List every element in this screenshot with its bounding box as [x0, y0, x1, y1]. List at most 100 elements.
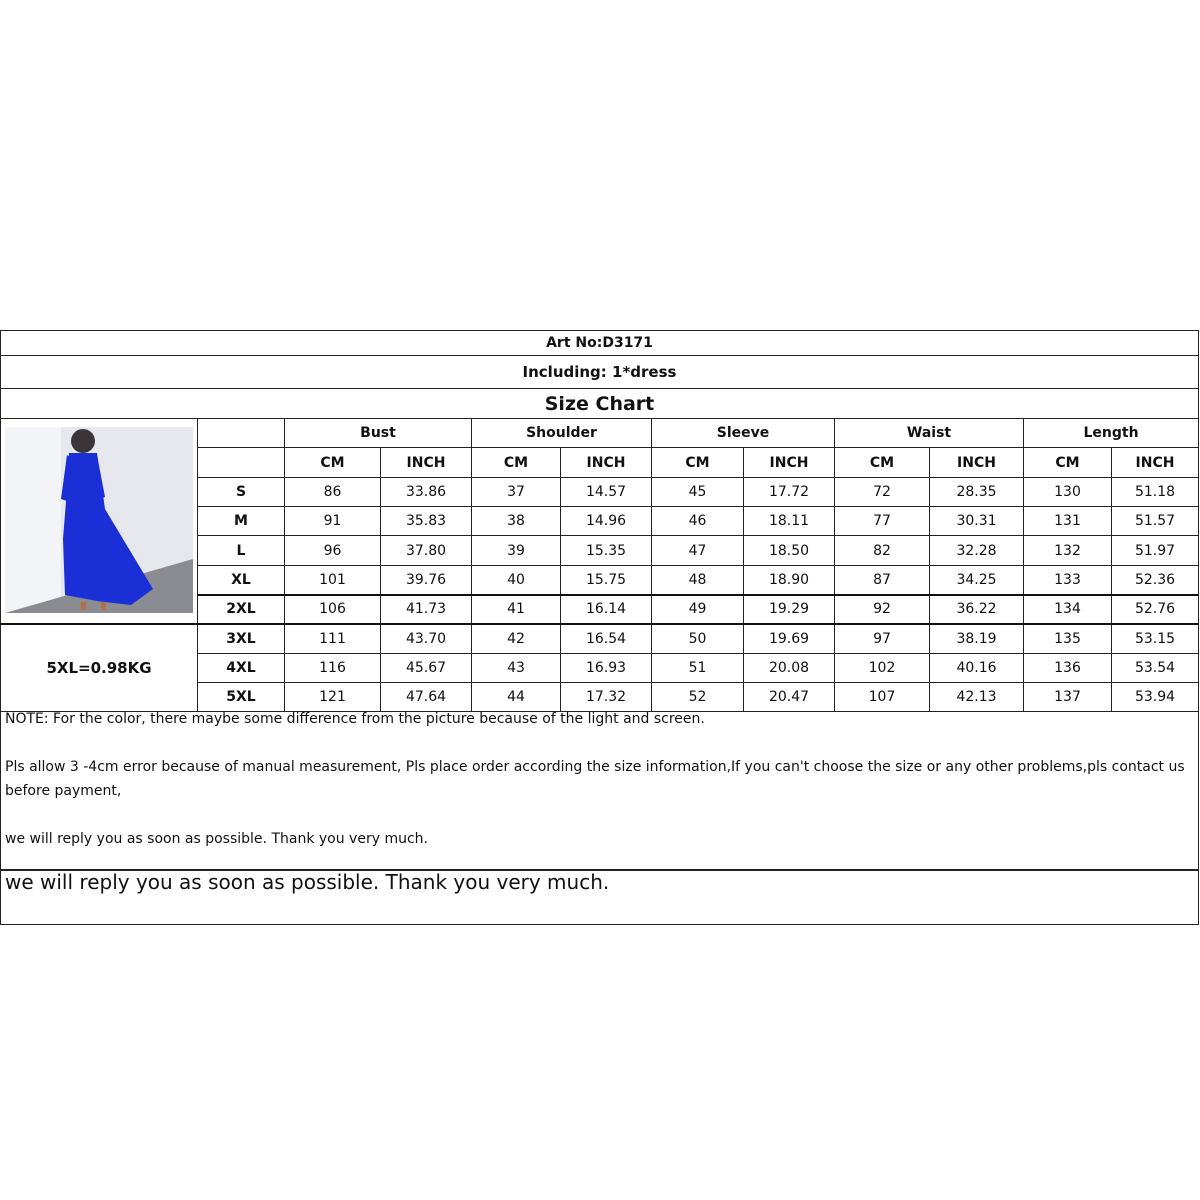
measurement-value: 19.29 — [743, 594, 835, 625]
measurement-header: Shoulder — [471, 417, 652, 449]
measurement-value: 52.36 — [1110, 564, 1200, 596]
table-row: XL 101 39.76 40 15.75 48 18.90 87 34.25 133 52.36 — [1, 564, 1200, 596]
table-row: 2XL 106 41.73 41 16.14 49 19.29 92 36.22 134 52.76 — [0, 594, 1200, 625]
chart-title: Size Chart — [0, 388, 1200, 419]
measurement-value: 16.14 — [560, 594, 652, 625]
measurement-value: 39 — [471, 535, 561, 566]
measurement-value: 17.72 — [743, 476, 835, 508]
art-number: Art No:D3171 — [0, 330, 1200, 356]
measurement-value: 40 — [471, 564, 561, 596]
measurement-value: 101 — [284, 564, 381, 596]
unit-header: INCH — [380, 447, 472, 478]
measurement-value: 91 — [284, 506, 381, 537]
measurement-value: 43 — [471, 652, 561, 683]
measurement-note: Pls allow 3 -4cm error because of manual… — [5, 759, 1185, 799]
measurement-value: 14.57 — [560, 476, 652, 508]
measurement-value: 20.08 — [743, 652, 835, 683]
measurement-value: 77 — [834, 506, 930, 537]
measurement-value: 33.86 — [380, 476, 472, 508]
measurement-value: 15.35 — [560, 535, 652, 566]
unit-header: CM — [471, 447, 561, 478]
measurement-value: 39.76 — [380, 564, 472, 596]
table-row: 5XL=0.98KG 3XL 111 43.70 42 16.54 50 19.69 97 38.… — [0, 623, 1200, 712]
table-row: S 86 33.86 37 14.57 45 17.72 72 28.35 130 51.18 — [1, 476, 1200, 508]
measurement-value: 53.94 — [1110, 681, 1200, 712]
size-label: XL — [197, 564, 285, 596]
blank-header-cell — [197, 447, 285, 478]
measurement-value: 107 — [834, 681, 930, 712]
size-label: 5XL — [197, 681, 285, 712]
unit-header: INCH — [560, 447, 652, 478]
measurement-value: 45.67 — [380, 652, 472, 683]
measurement-value: 34.25 — [929, 564, 1024, 596]
measurement-value: 51.97 — [1110, 535, 1200, 566]
measurement-value: 32.28 — [929, 535, 1024, 566]
measurement-value: 116 — [284, 652, 381, 683]
measurement-value: 35.83 — [380, 506, 472, 537]
measurement-value: 18.50 — [743, 535, 835, 566]
measurement-value: 92 — [834, 594, 930, 625]
measurement-value: 20.47 — [743, 681, 835, 712]
measurement-value: 41.73 — [380, 594, 472, 625]
size-chart-document: Art No:D3171 Including: 1*dress Size Cha… — [0, 330, 1200, 712]
measurement-value: 131 — [1023, 506, 1112, 537]
measurement-value: 97 — [834, 623, 930, 654]
measurement-value: 130 — [1023, 476, 1112, 508]
measurement-value: 50 — [651, 623, 744, 654]
measurement-value: 135 — [1023, 623, 1112, 654]
measurement-value: 42 — [471, 623, 561, 654]
measurement-value: 132 — [1023, 535, 1112, 566]
measurement-value: 52 — [651, 681, 744, 712]
blank-header-cell — [197, 417, 285, 449]
color-note: NOTE: For the color, there maybe some di… — [5, 711, 705, 727]
measurement-value: 44 — [471, 681, 561, 712]
measurement-value: 18.90 — [743, 564, 835, 596]
unit-header: CM — [834, 447, 930, 478]
measurement-value: 87 — [834, 564, 930, 596]
measurement-value: 102 — [834, 652, 930, 683]
measurement-value: 133 — [1023, 564, 1112, 596]
measurement-value: 36.22 — [929, 594, 1024, 625]
measurement-value: 52.76 — [1110, 594, 1200, 625]
unit-header: CM — [651, 447, 744, 478]
measurement-header: Waist — [834, 417, 1024, 449]
measurement-value: 137 — [1023, 681, 1112, 712]
measurement-value: 47 — [651, 535, 744, 566]
size-label: M — [197, 506, 285, 537]
unit-header: CM — [1023, 447, 1112, 478]
measurement-value: 72 — [834, 476, 930, 508]
unit-header: INCH — [743, 447, 835, 478]
measurement-value: 19.69 — [743, 623, 835, 654]
measurement-value: 48 — [651, 564, 744, 596]
measurement-value: 15.75 — [560, 564, 652, 596]
measurement-value: 17.32 — [560, 681, 652, 712]
table-row: 5XL 121 47.64 44 17.32 52 20.47 107 42.13 137 53.9… — [1, 681, 1200, 712]
unit-header: INCH — [929, 447, 1024, 478]
measurement-value: 51.18 — [1110, 476, 1200, 508]
measurement-value: 37 — [471, 476, 561, 508]
measurement-value: 111 — [284, 623, 381, 654]
measurement-value: 121 — [284, 681, 381, 712]
measurement-value: 46 — [651, 506, 744, 537]
package-contents: Including: 1*dress — [0, 355, 1200, 389]
measurement-value: 16.54 — [560, 623, 652, 654]
measurement-value: 106 — [284, 594, 381, 625]
product-photo — [0, 418, 198, 625]
measurement-value: 134 — [1023, 594, 1112, 625]
measurement-value: 37.80 — [380, 535, 472, 566]
size-label: L — [197, 535, 285, 566]
table-row: M 91 35.83 38 14.96 46 18.11 77 30.31 131 51.57 — [1, 506, 1200, 537]
measurement-value: 51 — [651, 652, 744, 683]
notes-section: NOTE: For the color, there maybe some di… — [0, 707, 1199, 870]
measurement-header: Length — [1022, 417, 1200, 449]
measurement-value: 16.93 — [560, 652, 652, 683]
measurement-value: 45 — [651, 476, 744, 508]
unit-header: CM — [284, 447, 381, 478]
measurement-value: 47.64 — [380, 681, 472, 712]
size-label: 3XL — [197, 623, 285, 654]
measurement-value: 49 — [651, 594, 744, 625]
table-row: 4XL 116 45.67 43 16.93 51 20.08 102 40.16 136 53.5… — [1, 652, 1200, 683]
measurement-value: 53.54 — [1110, 652, 1200, 683]
reply-banner: we will reply you as soon as possible. T… — [0, 870, 1199, 925]
dress-model-image — [5, 427, 193, 613]
